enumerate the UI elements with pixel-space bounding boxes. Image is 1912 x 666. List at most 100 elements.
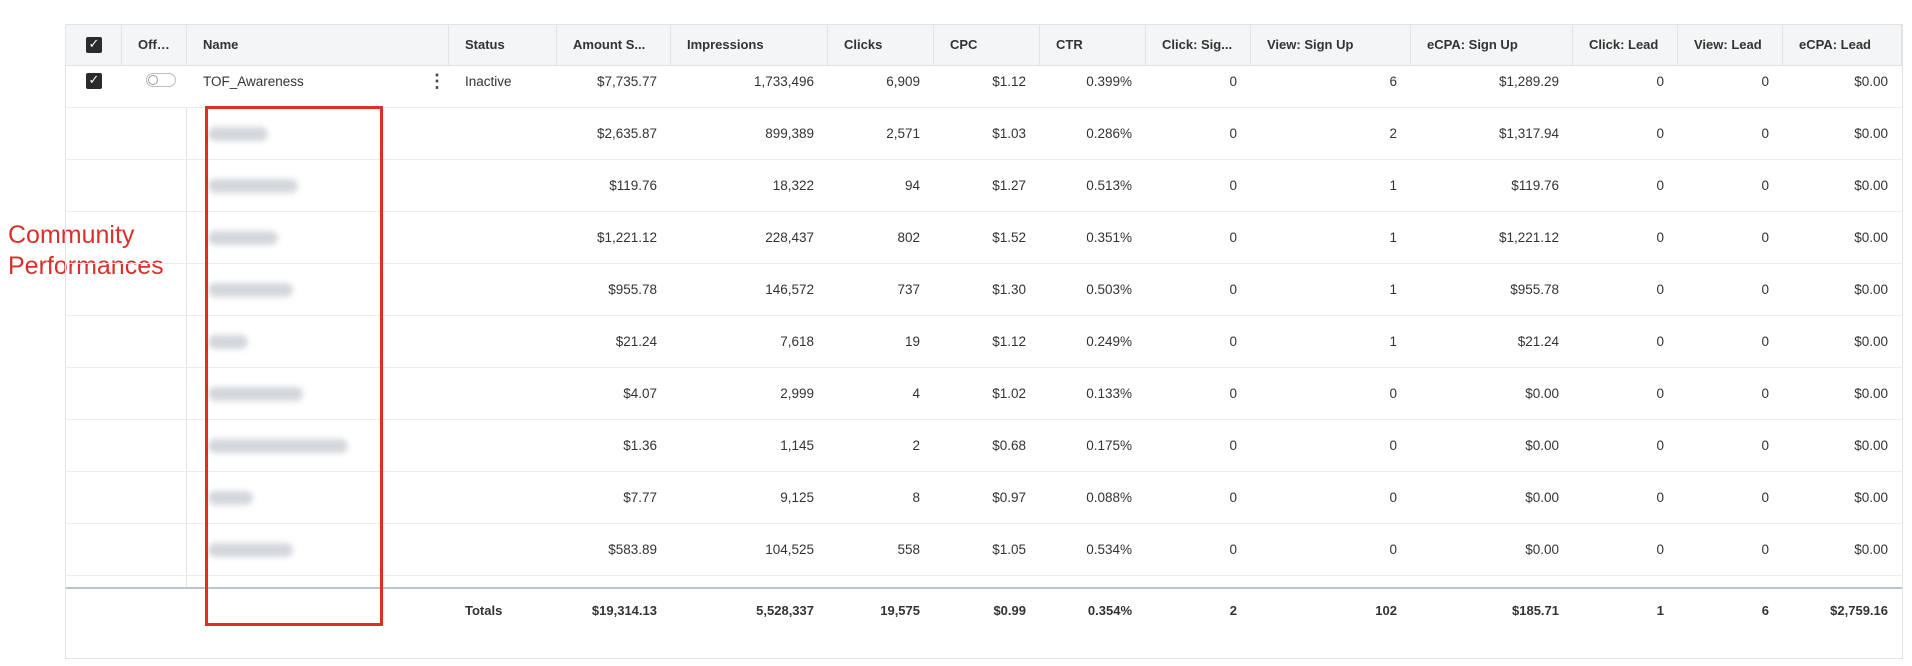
cell-view-signup: 6	[1389, 73, 1397, 89]
column-header-select[interactable]: ✓	[66, 25, 122, 66]
table-row[interactable]: $4.07 2,999 4 $1.02 0.133% 0 0 $0.00 0 0 $0.00	[66, 368, 1902, 420]
cell-cpc: $1.52	[992, 230, 1026, 245]
column-header-view_lead[interactable]: View: Lead	[1678, 25, 1783, 66]
cell-click-signup: 0	[1229, 542, 1237, 557]
cell-cpc: $0.99	[993, 603, 1026, 618]
cell-ecpa-signup: $0.00	[1411, 576, 1573, 587]
cell-ecpa-signup: $21.24	[1517, 334, 1559, 349]
cell-clicks: 558	[897, 542, 920, 557]
table-row[interactable]: $7.77 9,125 8 $0.97 0.088% 0 0 $0.00 0 0 $0.00	[66, 472, 1902, 524]
table-row[interactable]: $583.89 104,525 558 $1.05 0.534% 0 0 $0.00 0 0 $0.…	[66, 524, 1902, 576]
cell-view-signup: 0	[1251, 576, 1411, 587]
cell-ctr: 0.513%	[1086, 178, 1132, 193]
redacted-name	[208, 335, 248, 349]
annotation-line-1: Community	[8, 221, 135, 249]
select-all-checkbox[interactable]: ✓	[86, 37, 102, 53]
cell-click-signup: 0	[1229, 438, 1237, 453]
cell-amount-spent: $1.36	[623, 438, 657, 453]
column-header-click_lead[interactable]: Click: Lead	[1573, 25, 1678, 66]
cell-view-lead: 0	[1761, 438, 1769, 453]
cell-view-lead: 0	[1761, 126, 1769, 141]
cell-amount-spent: $4.07	[623, 386, 657, 401]
redacted-name	[208, 439, 348, 453]
cell-ctr: 0.286%	[1086, 126, 1132, 141]
column-header-name[interactable]: Name	[187, 25, 449, 66]
cell-clicks: 6,909	[886, 73, 920, 89]
cell-ecpa-lead: $0.00	[1854, 386, 1888, 401]
table-row[interactable]: $955.78 146,572 737 $1.30 0.503% 0 1 $955.78 0 0 $…	[66, 264, 1902, 316]
redacted-name	[208, 127, 268, 141]
cell-ecpa-signup: $0.00	[1525, 386, 1559, 401]
cell-view-signup: 1	[1389, 334, 1397, 349]
column-header-ecpa_signup[interactable]: eCPA: Sign Up	[1411, 25, 1573, 66]
cell-amount-spent: $7.77	[623, 490, 657, 505]
cell-ctr: 0.351%	[1086, 230, 1132, 245]
redacted-name	[208, 283, 293, 297]
cell-ecpa-lead: $0.00	[1854, 73, 1888, 89]
cell-ecpa-lead: $0.00	[1854, 282, 1888, 297]
redacted-name	[208, 231, 278, 245]
column-header-status[interactable]: Status	[449, 25, 557, 66]
column-header-impressions[interactable]: Impressions	[671, 25, 828, 66]
row-select-cell	[66, 316, 187, 367]
cell-ecpa-lead: $0.00	[1854, 334, 1888, 349]
table-row[interactable]: $1.36 1,145 2 $0.68 0.175% 0 0 $0.00 0 0 $0.00	[66, 420, 1902, 472]
row-select-cell	[66, 212, 187, 263]
row-select-cell	[66, 264, 187, 315]
cell-ecpa-signup: $0.00	[1525, 490, 1559, 505]
table-row[interactable]: $119.76 18,322 94 $1.27 0.513% 0 1 $119.76 0 0 $0.…	[66, 160, 1902, 212]
redacted-name	[208, 179, 298, 193]
campaign-name[interactable]: TOF_Awareness	[203, 73, 304, 89]
column-header-clicks[interactable]: Clicks	[828, 25, 934, 66]
cell-clicks: 802	[897, 230, 920, 245]
cell-view-signup: 2	[1389, 126, 1397, 141]
cell-cpc: $1.64	[934, 576, 1040, 587]
cell-click-lead: 0	[1656, 542, 1664, 557]
cell-ecpa-lead: $0.00	[1854, 490, 1888, 505]
cell-impressions: 1,733,496	[753, 73, 814, 89]
cell-ecpa-signup: $1,289.29	[1498, 73, 1559, 89]
cell-view-signup: 102	[1375, 603, 1397, 618]
campaign-checkbox[interactable]: ✓	[86, 73, 102, 89]
column-header-ecpa_lead[interactable]: eCPA: Lead	[1783, 25, 1902, 66]
column-header-amount_spent[interactable]: Amount S...	[557, 25, 671, 66]
cell-click-lead: 0	[1656, 178, 1664, 193]
cell-click-lead: 0	[1573, 576, 1678, 587]
cell-view-lead: 0	[1761, 230, 1769, 245]
column-header-offon[interactable]: Off/On	[122, 25, 187, 66]
cell-view-signup: 1	[1389, 178, 1397, 193]
cell-impressions: 7,618	[780, 334, 814, 349]
annotation-line-2: Performances	[8, 252, 164, 280]
cell-impressions: 1,145	[780, 438, 814, 453]
annotation-label: Community Performances	[8, 220, 164, 282]
campaign-row[interactable]: ✓ TOF_Awareness ⋮ Inactive $7,735.77 1,733,49…	[66, 66, 1902, 108]
cell-cpc: $1.02	[992, 386, 1026, 401]
cell-ctr: 0.088%	[1086, 490, 1132, 505]
cell-ctr: 0.133%	[1086, 386, 1132, 401]
table-row[interactable]: $2,635.87 899,389 2,571 $1.03 0.286% 0 2 $1,317…	[66, 108, 1902, 160]
cell-clicks: 737	[897, 282, 920, 297]
cell-impressions: 9,125	[780, 490, 814, 505]
column-header-view_signup[interactable]: View: Sign Up	[1251, 25, 1411, 66]
cell-click-lead: 0	[1656, 126, 1664, 141]
column-header-cpc[interactable]: CPC	[934, 25, 1040, 66]
cell-ecpa-lead: $0.00	[1854, 126, 1888, 141]
table-row[interactable]: $1,221.12 228,437 802 $1.52 0.351% 0 1 $1,221.1…	[66, 212, 1902, 264]
column-header-ctr[interactable]: CTR	[1040, 25, 1146, 66]
cell-ctr: 0.503%	[1086, 282, 1132, 297]
column-header-click_signup[interactable]: Click: Sig...	[1146, 25, 1251, 66]
cell-click-lead: 0	[1656, 73, 1664, 89]
cell-view-lead: 6	[1761, 603, 1769, 618]
cell-ecpa-lead: $0.00	[1783, 576, 1902, 587]
campaign-toggle[interactable]	[146, 73, 176, 87]
table-row[interactable]: $21.24 7,618 19 $1.12 0.249% 0 1 $21.24 0 0 $0.00	[66, 316, 1902, 368]
cell-click-signup: 2	[1229, 603, 1237, 618]
cell-click-signup: 0	[1229, 126, 1237, 141]
cell-impressions: 2,999	[780, 386, 814, 401]
cell-click-lead: 0	[1656, 230, 1664, 245]
cell-ecpa-signup: $185.71	[1512, 603, 1559, 618]
more-options-icon[interactable]: ⋮	[428, 71, 446, 91]
cell-impressions: 104,525	[765, 542, 814, 557]
cell-cpc: $1.27	[992, 178, 1026, 193]
